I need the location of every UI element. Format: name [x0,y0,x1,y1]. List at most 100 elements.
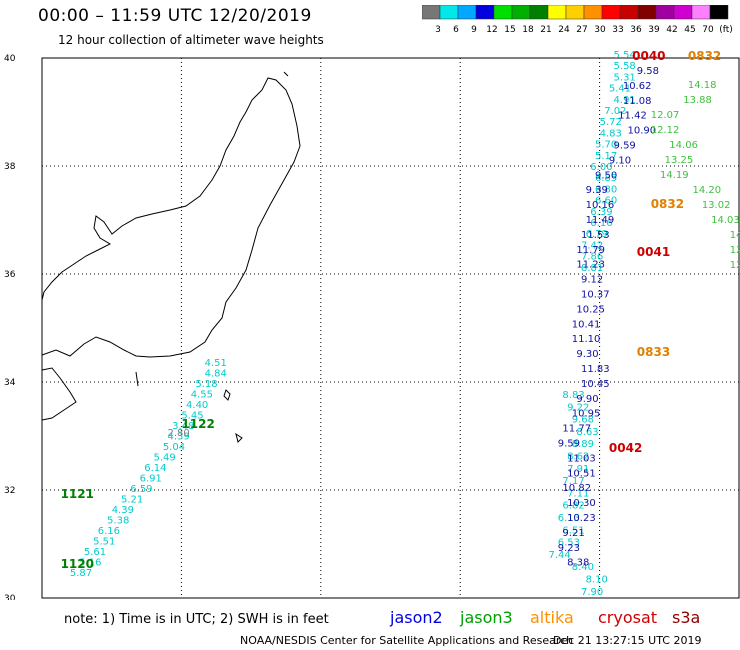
wave-height-value: 10.82 [562,483,591,494]
pass-time-label: 1120 [61,557,94,571]
map-title: 00:00 – 11:59 UTC 12/20/2019 [38,6,312,26]
wave-height-value: 8.40 [572,562,594,573]
wave-height-value: 6.60 [595,196,617,207]
wave-height-value: 4.40 [186,400,208,411]
satellite-track: 8.839.22 9.688.638.89 8.627.917.177.11 6.82… [548,390,607,598]
wave-height-value: 5.87 [70,568,92,579]
map-subtitle: 12 hour collection of altimeter wave hei… [58,33,324,47]
wave-height-value: 5.38 [107,516,129,527]
wave-height-value: 8.81 [581,263,603,274]
wave-height-value: 5.70 [595,140,617,151]
wave-height-value: 10.25 [576,304,605,315]
lat-tick-label: 30 [4,594,16,600]
wave-height-value: 11.08 [623,96,652,107]
wave-height-value: 6.16 [590,218,612,229]
wave-height-value: 7.02 [604,106,626,117]
wave-height-value: 9.12 [581,275,603,286]
wave-height-value: 9.30 [576,349,598,360]
pass-time-label: 1121 [61,487,94,501]
wave-height-value: 5.61 [84,547,106,558]
satellite-legend-entry: altika [530,608,574,627]
wave-height-value: 4.84 [205,369,227,380]
satellite-legend-entry: jason3 [460,608,513,627]
wave-height-value: 5.04 [163,442,185,453]
wave-height-value: 4.91 [614,95,636,106]
island-outline [235,432,243,443]
wave-height-value: 10.30 [567,498,596,509]
satellite-track: 5.545.585.315.414.917.025.724.835.705.17… [581,50,636,274]
wave-height-value: 5.45 [181,411,203,422]
lat-tick-label: 32 [4,486,15,496]
scale-label: 15 [504,25,515,35]
wave-height-value: 14.18 [688,80,717,91]
wave-height-value: 9.90 [576,394,598,405]
units-note: note: 1) Time is in UTC; 2) SWH is in fe… [64,612,329,627]
wave-height-value: 4.55 [191,390,213,401]
wave-height-value: 5.18 [195,379,217,390]
satellite-legend-entry: s3a [672,608,701,627]
scale-label: 39 [648,25,660,35]
wave-height-value: 8.10 [586,575,608,586]
wave-height-value: 10.45 [581,379,610,390]
wave-height-value: 11.42 [618,111,647,122]
wave-height-value: 7.11 [567,488,589,499]
wave-height-value: 11.49 [586,215,615,226]
wave-height-value: 12.78 [730,260,740,271]
wave-height-value: 11.77 [562,424,591,435]
wave-height-value: 9.23 [558,543,580,554]
scale-label: 3 [435,25,441,35]
wave-height-value: 6.91 [140,474,162,485]
wave-height-value: 13.25 [665,155,694,166]
scale-label: 70 [702,25,714,35]
wave-height-value: 5.21 [121,495,143,506]
wave-height-value: 10.90 [627,126,656,137]
pass-time-label: 0832 [651,197,684,211]
wave-height-value: 6.39 [590,207,612,218]
wave-height-value: 13.02 [702,200,731,211]
wave-height-value: 11.23 [576,260,605,271]
scale-label: 9 [471,25,477,35]
wave-height-value: 6.00 [590,162,612,173]
scale-label: 12 [486,25,497,35]
wave-height-value: 5.31 [614,72,636,83]
scale-label: 30 [594,25,606,35]
satellite-track: 2.80 [167,428,189,439]
wave-height-value: 8.89 [572,439,594,450]
wave-height-value: 4.83 [600,128,622,139]
wave-height-value: 6.14 [144,463,166,474]
map-frame [41,57,740,599]
scale-label: 36 [630,25,642,35]
wave-height-value: 9.39 [586,185,608,196]
wave-height-value: 7.90 [581,587,603,598]
wave-height-value: 8.83 [562,390,584,401]
wave-height-value: 6.16 [98,526,120,537]
wave-height-value: 5.17 [595,151,617,162]
satellite-track: 0040 0041 0042 [609,49,670,455]
satellite-legend-entry: jason2 [390,608,443,627]
scale-label: 18 [522,25,534,35]
wave-height-value: 12.07 [651,110,680,121]
wave-height-value: 9.22 [567,402,589,413]
wave-height-value: 5.16 [79,558,101,569]
satellite-track: 0832 0832 0833 [637,49,722,359]
wave-height-value: 11.79 [576,245,605,256]
scale-swatch [709,5,729,20]
pass-time-label: 0040 [632,49,665,63]
wave-height-value: 5.51 [93,537,115,548]
island-outline [283,71,289,77]
wave-height-value: 9.50 [595,170,617,181]
wave-height-value: 11.03 [567,453,596,464]
wave-height-value: 6.13 [558,513,580,524]
wave-height-value: 9.59 [558,439,580,450]
wave-height-value: 9.58 [637,66,659,77]
wave-height-value: 8.62 [567,452,589,463]
pass-time-label: 0041 [637,245,670,259]
timestamp-text: Dec 21 13:27:15 UTC 2019 [553,634,702,647]
wave-height-value: 9.21 [562,528,584,539]
pass-time-label: 0832 [688,49,721,63]
lat-tick-label: 38 [4,162,16,172]
wave-height-value: 10.23 [567,513,596,524]
wave-height-value: 9.59 [614,141,636,152]
wave-height-value: 9.68 [572,415,594,426]
